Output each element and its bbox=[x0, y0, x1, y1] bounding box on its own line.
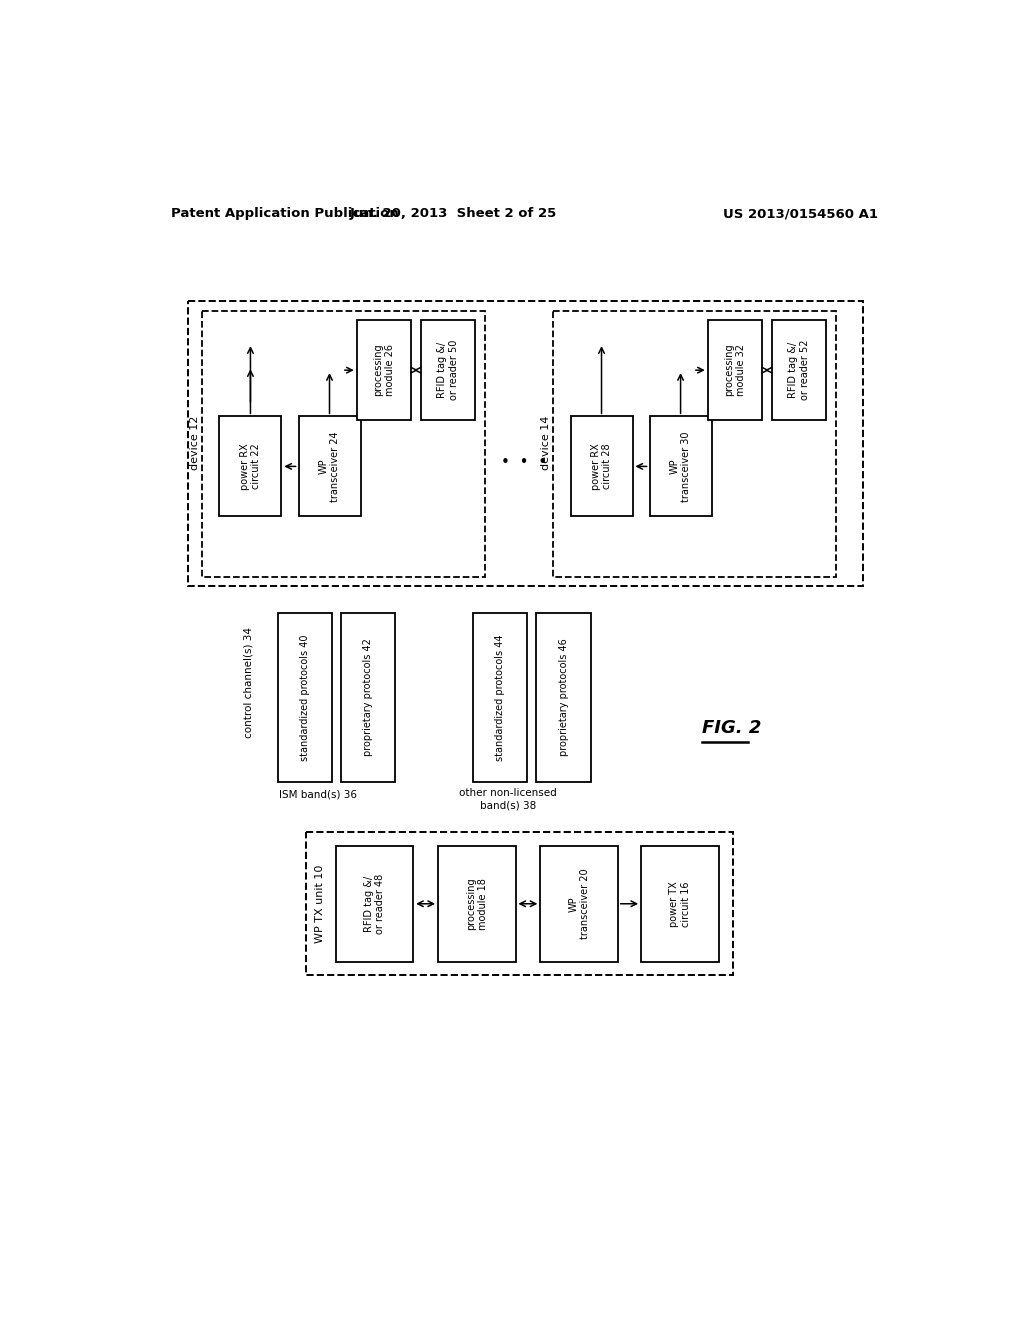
Bar bbox=[649, 416, 712, 516]
Bar bbox=[438, 846, 515, 961]
Text: device 12: device 12 bbox=[190, 416, 200, 470]
Bar bbox=[188, 301, 862, 586]
Text: Patent Application Publication: Patent Application Publication bbox=[171, 207, 398, 220]
Text: power TX
circuit 16: power TX circuit 16 bbox=[669, 880, 690, 927]
Bar bbox=[708, 321, 762, 420]
Bar bbox=[473, 612, 527, 781]
Text: RFID tag &/
or reader 50: RFID tag &/ or reader 50 bbox=[437, 341, 459, 400]
Text: WP
transceiver 30: WP transceiver 30 bbox=[670, 432, 691, 502]
Text: device 14: device 14 bbox=[541, 416, 551, 470]
Text: proprietary protocols 46: proprietary protocols 46 bbox=[558, 639, 568, 756]
Bar bbox=[570, 416, 633, 516]
Text: WP TX unit 10: WP TX unit 10 bbox=[315, 865, 326, 942]
Text: RFID tag &/
or reader 48: RFID tag &/ or reader 48 bbox=[364, 874, 385, 933]
Text: US 2013/0154560 A1: US 2013/0154560 A1 bbox=[723, 207, 879, 220]
Text: other non-licensed
band(s) 38: other non-licensed band(s) 38 bbox=[459, 788, 557, 810]
Text: proprietary protocols 42: proprietary protocols 42 bbox=[364, 639, 374, 756]
Bar bbox=[537, 612, 591, 781]
Bar bbox=[336, 846, 414, 961]
Text: WP
transceiver 24: WP transceiver 24 bbox=[318, 432, 340, 502]
Bar bbox=[306, 832, 732, 974]
Text: processing
module 26: processing module 26 bbox=[373, 343, 394, 396]
Text: FIG. 2: FIG. 2 bbox=[701, 719, 761, 737]
Bar bbox=[541, 846, 617, 961]
Bar bbox=[553, 312, 836, 577]
Bar bbox=[341, 612, 395, 781]
Text: RFID tag &/
or reader 52: RFID tag &/ or reader 52 bbox=[788, 341, 810, 400]
Bar bbox=[356, 321, 411, 420]
Text: power RX
circuit 28: power RX circuit 28 bbox=[591, 444, 612, 490]
Text: •  •  •: • • • bbox=[501, 455, 547, 470]
Bar bbox=[772, 321, 826, 420]
Text: processing
module 18: processing module 18 bbox=[466, 878, 487, 931]
Text: power RX
circuit 22: power RX circuit 22 bbox=[240, 444, 261, 490]
Text: ISM band(s) 36: ISM band(s) 36 bbox=[279, 789, 357, 800]
Bar bbox=[219, 416, 282, 516]
Bar bbox=[278, 612, 332, 781]
Bar bbox=[202, 312, 484, 577]
Text: standardized protocols 40: standardized protocols 40 bbox=[300, 634, 309, 760]
Bar bbox=[421, 321, 475, 420]
Text: standardized protocols 44: standardized protocols 44 bbox=[495, 634, 505, 760]
Text: processing
module 32: processing module 32 bbox=[724, 343, 745, 396]
Text: WP
transceiver 20: WP transceiver 20 bbox=[568, 869, 590, 939]
Bar bbox=[641, 846, 719, 961]
Text: control channel(s) 34: control channel(s) 34 bbox=[243, 627, 253, 738]
Bar bbox=[299, 416, 360, 516]
Text: Jun. 20, 2013  Sheet 2 of 25: Jun. 20, 2013 Sheet 2 of 25 bbox=[350, 207, 557, 220]
